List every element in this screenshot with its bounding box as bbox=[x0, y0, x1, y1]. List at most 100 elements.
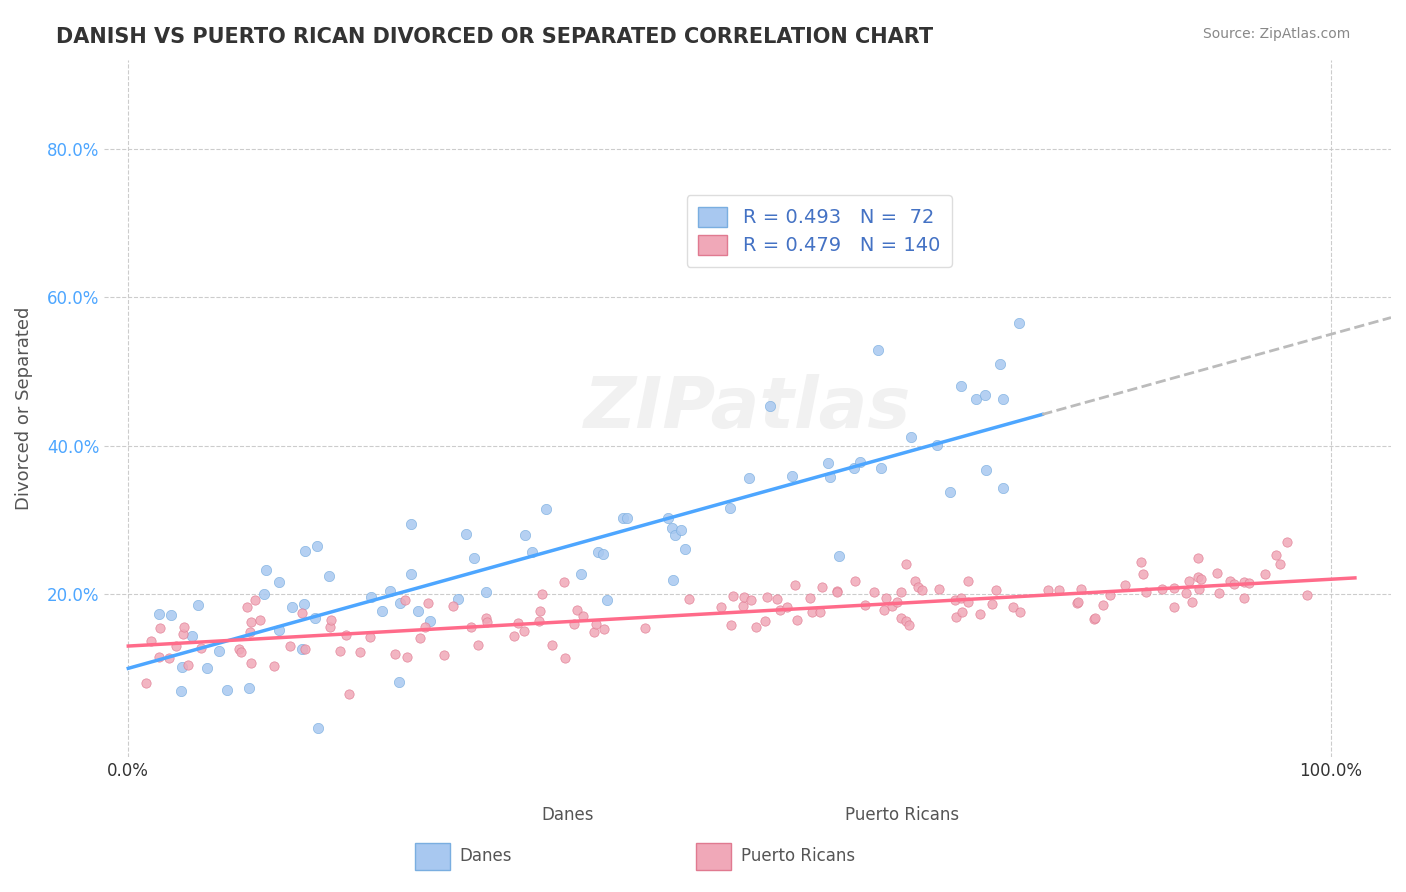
Point bbox=[263, 659, 285, 673]
Point bbox=[415, 620, 437, 634]
Point bbox=[1268, 558, 1291, 572]
Point bbox=[1083, 612, 1105, 626]
Point bbox=[195, 661, 218, 675]
Point bbox=[733, 590, 755, 604]
Point bbox=[520, 545, 543, 559]
Text: ZIPatlas: ZIPatlas bbox=[583, 374, 911, 443]
Point bbox=[384, 648, 406, 662]
Point bbox=[818, 469, 841, 483]
Point bbox=[401, 516, 423, 531]
Point bbox=[710, 599, 733, 614]
Text: Danes: Danes bbox=[460, 847, 512, 865]
Point bbox=[928, 582, 950, 597]
Point bbox=[1181, 595, 1204, 609]
Point bbox=[612, 510, 634, 524]
Point bbox=[513, 624, 536, 639]
Point bbox=[1275, 534, 1298, 549]
Point bbox=[938, 485, 960, 500]
Point bbox=[433, 648, 456, 662]
Point bbox=[349, 645, 371, 659]
Y-axis label: Divorced or Separated: Divorced or Separated bbox=[15, 307, 32, 510]
Point bbox=[419, 614, 441, 628]
Point bbox=[329, 644, 352, 658]
Bar bbox=[696, 843, 731, 870]
Point bbox=[527, 614, 550, 628]
Point bbox=[1265, 549, 1288, 563]
Point bbox=[811, 580, 834, 594]
Point bbox=[1007, 317, 1029, 331]
Point bbox=[181, 629, 204, 643]
Point bbox=[1002, 600, 1025, 615]
Point bbox=[281, 599, 304, 614]
Point bbox=[828, 549, 851, 564]
Point bbox=[634, 621, 657, 635]
Point bbox=[292, 597, 315, 611]
Point bbox=[740, 592, 762, 607]
Point bbox=[502, 629, 524, 643]
Text: Puerto Ricans: Puerto Ricans bbox=[845, 806, 959, 824]
Point bbox=[447, 592, 470, 607]
Text: Puerto Ricans: Puerto Ricans bbox=[741, 847, 855, 865]
Point bbox=[988, 357, 1011, 371]
Point bbox=[1219, 574, 1241, 588]
Point bbox=[799, 591, 821, 605]
Point bbox=[253, 587, 276, 601]
Point bbox=[783, 578, 806, 592]
Point bbox=[190, 641, 212, 656]
Point bbox=[531, 586, 554, 600]
Point bbox=[993, 392, 1015, 406]
Point bbox=[720, 618, 742, 632]
Point bbox=[984, 583, 1007, 598]
Point bbox=[359, 630, 381, 644]
Point bbox=[873, 603, 896, 617]
Point bbox=[973, 388, 995, 402]
Point bbox=[1178, 574, 1201, 588]
Point bbox=[890, 585, 912, 599]
Point bbox=[291, 641, 314, 656]
Point bbox=[592, 547, 614, 561]
Point bbox=[669, 523, 692, 537]
Point bbox=[825, 584, 848, 599]
Point bbox=[1163, 582, 1185, 596]
Point bbox=[534, 502, 557, 516]
Point bbox=[389, 595, 412, 609]
Text: DANISH VS PUERTO RICAN DIVORCED OR SEPARATED CORRELATION CHART: DANISH VS PUERTO RICAN DIVORCED OR SEPAR… bbox=[56, 27, 934, 46]
Point bbox=[173, 620, 195, 634]
Point bbox=[801, 605, 824, 619]
Point bbox=[319, 614, 342, 628]
Point bbox=[1191, 572, 1213, 586]
Point bbox=[950, 605, 973, 619]
Point bbox=[769, 603, 792, 617]
Point bbox=[991, 481, 1014, 495]
Point bbox=[1066, 596, 1088, 610]
Point bbox=[1067, 595, 1090, 609]
Point bbox=[661, 521, 683, 535]
Point bbox=[907, 581, 929, 595]
Point bbox=[360, 590, 382, 604]
Point bbox=[1253, 566, 1275, 581]
Point bbox=[572, 608, 595, 623]
Point bbox=[866, 343, 889, 358]
Point bbox=[863, 585, 886, 599]
Point bbox=[217, 683, 239, 698]
Point bbox=[980, 597, 1002, 611]
Point bbox=[304, 611, 326, 625]
Point bbox=[409, 631, 432, 645]
Point bbox=[239, 656, 262, 670]
Point bbox=[169, 684, 191, 698]
Point bbox=[969, 607, 991, 621]
Point bbox=[583, 624, 606, 639]
Point bbox=[754, 614, 776, 628]
Point bbox=[294, 642, 316, 657]
Point bbox=[1132, 566, 1154, 581]
Point bbox=[380, 584, 402, 599]
Point bbox=[1232, 575, 1254, 590]
Point bbox=[456, 526, 478, 541]
Point bbox=[1237, 576, 1260, 591]
Point bbox=[786, 613, 808, 627]
Point bbox=[337, 687, 360, 701]
Point bbox=[477, 615, 499, 630]
Point bbox=[529, 604, 551, 618]
Point bbox=[657, 511, 679, 525]
Point bbox=[664, 528, 686, 542]
